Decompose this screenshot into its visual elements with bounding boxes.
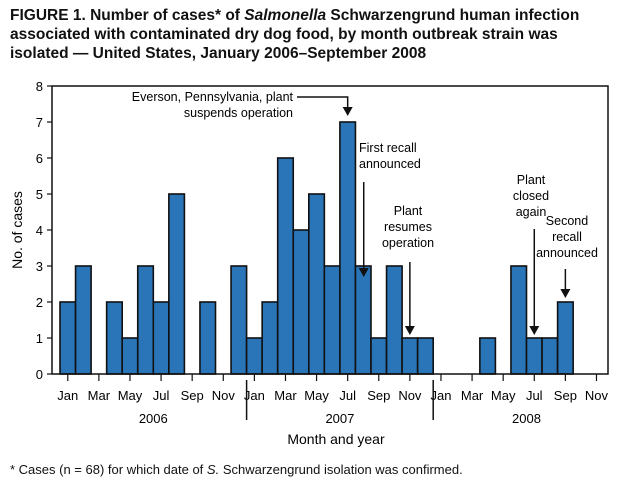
- annotation-text: closed: [513, 189, 549, 203]
- y-tick-label: 1: [36, 331, 43, 346]
- annotation-text: Everson, Pennsylvania, plant: [132, 90, 294, 104]
- bar-jan-2006: [59, 301, 77, 375]
- bar-mar-2007: [276, 157, 295, 375]
- bar-dec-2006: [230, 265, 248, 375]
- bar-jun-2006: [136, 265, 155, 375]
- x-tick-label: May: [491, 388, 516, 403]
- footnote-prefix: * Cases (n = 68) for which date of: [10, 462, 207, 477]
- x-axis-label: Month and year: [287, 431, 385, 447]
- figure-title: FIGURE 1. Number of cases* of Salmonella…: [10, 6, 615, 63]
- bar-chart: 0 1 2 3 4 5 6 7 8 Jan Mar May Jul Sep Nov 2006 Jan Mar May…: [9, 79, 609, 447]
- annotation-text: Second: [546, 214, 588, 228]
- title-prefix: FIGURE 1. Number of cases* of: [10, 7, 245, 24]
- y-tick-label: 4: [36, 223, 43, 238]
- x-tick-label: Jul: [526, 388, 543, 403]
- arrowhead-icon: [529, 326, 540, 335]
- arrowhead-icon: [560, 289, 571, 298]
- bar-may-2006: [121, 337, 139, 375]
- bar-jul-2008: [525, 337, 543, 375]
- x-tick-label: May: [304, 388, 329, 403]
- annotation-text: again: [516, 205, 547, 219]
- bar-aug-2006: [168, 193, 186, 375]
- bar-jan-2007: [245, 337, 263, 375]
- bar-apr-2006: [105, 301, 124, 375]
- bar-sep-2008: [556, 301, 574, 375]
- y-tick-label: 5: [36, 187, 43, 202]
- x-tick-label: Jan: [430, 388, 451, 403]
- arrowhead-icon: [358, 268, 369, 277]
- bar-dec-2007: [416, 337, 434, 375]
- x-tick-label: Jul: [339, 388, 356, 403]
- bar-nov-2007: [401, 337, 419, 375]
- annotation-text: Plant: [517, 173, 546, 187]
- annotation-text: announced: [536, 246, 598, 260]
- year-label: 2006: [139, 411, 168, 426]
- y-tick-label: 0: [36, 367, 43, 382]
- bar-jul-2006: [152, 301, 170, 375]
- annotation-text: announced: [359, 157, 421, 171]
- bar-apr-2008: [479, 337, 497, 375]
- bar-may-2007: [307, 193, 326, 375]
- x-tick-label: Jul: [153, 388, 170, 403]
- bar-feb-2007: [261, 301, 279, 375]
- x-tick-label: Mar: [461, 388, 484, 403]
- bar-apr-2007: [292, 229, 310, 375]
- y-tick-label: 3: [36, 259, 43, 274]
- footnote: * Cases (n = 68) for which date of S. Sc…: [10, 462, 463, 477]
- bar-jun-2008: [510, 265, 528, 375]
- annotation-text: First recall: [359, 141, 417, 155]
- bar-oct-2006: [199, 301, 217, 375]
- annotation-text: resumes: [384, 220, 432, 234]
- x-tick-label: Nov: [212, 388, 236, 403]
- year-label: 2008: [512, 411, 541, 426]
- y-axis-label: No. of cases: [9, 191, 25, 269]
- bar-jun-2007: [323, 265, 341, 375]
- title-italic: Salmonella: [244, 7, 327, 24]
- arrowhead-icon: [404, 326, 415, 335]
- footnote-suffix: Schwarzengrund isolation was confirmed.: [219, 462, 463, 477]
- x-tick-label: Nov: [398, 388, 422, 403]
- y-tick-label: 2: [36, 295, 43, 310]
- x-tick-label: Sep: [554, 388, 577, 403]
- x-tick-label: Jan: [57, 388, 78, 403]
- x-tick-label: Mar: [274, 388, 297, 403]
- bar-aug-2007: [354, 265, 372, 375]
- footnote-italic: S.: [206, 462, 220, 477]
- annotation-connector: [297, 96, 349, 106]
- annotation-text: Plant: [394, 204, 423, 218]
- bar-oct-2007: [385, 265, 403, 375]
- bar-feb-2006: [74, 265, 92, 375]
- annotation-text: suspends operation: [184, 106, 293, 120]
- year-label: 2007: [325, 411, 354, 426]
- annotation-text: recall: [552, 230, 582, 244]
- x-tick-label: Sep: [367, 388, 390, 403]
- x-tick-label: Jan: [244, 388, 265, 403]
- title-suffix: Schwarzengrund human infection associate…: [10, 7, 580, 62]
- bar-jul-2007: [339, 121, 357, 375]
- bar-sep-2007: [370, 337, 388, 375]
- y-tick-label: 7: [36, 115, 43, 130]
- annotation-text: operation: [382, 236, 434, 250]
- y-tick-label: 8: [36, 79, 43, 94]
- x-tick-label: Sep: [181, 388, 204, 403]
- x-tick-label: May: [118, 388, 143, 403]
- y-tick-label: 6: [36, 151, 43, 166]
- x-tick-label: Nov: [585, 388, 609, 403]
- arrowhead-icon: [342, 107, 353, 116]
- bar-aug-2008: [541, 337, 559, 375]
- x-tick-label: Mar: [88, 388, 111, 403]
